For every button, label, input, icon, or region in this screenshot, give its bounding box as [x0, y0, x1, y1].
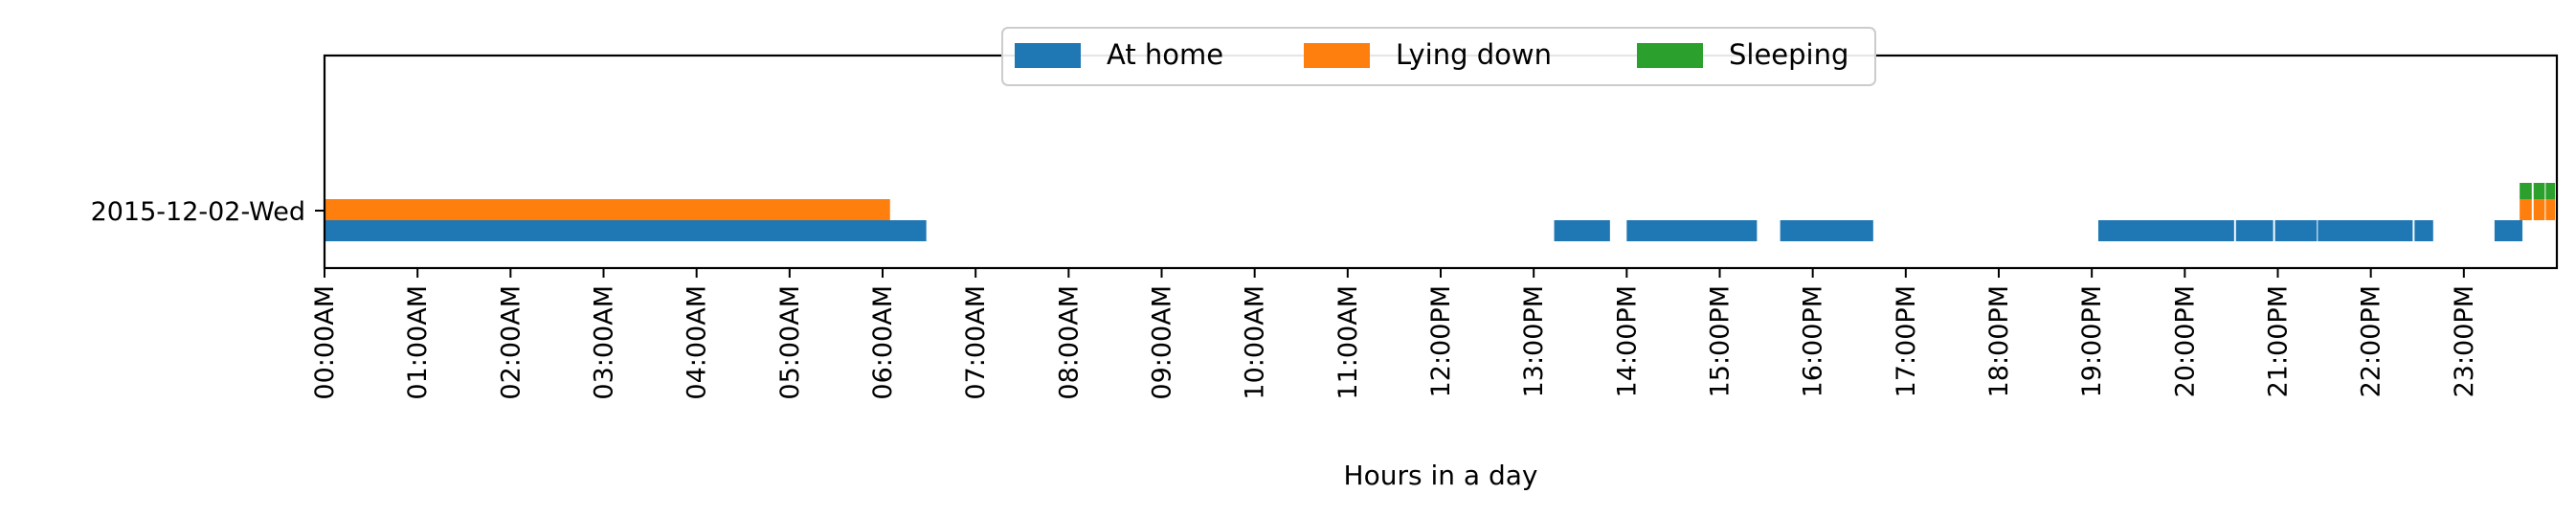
x-tick-label: 16:00PM [1799, 285, 1828, 397]
at-home-bar [2097, 220, 2234, 241]
lying-down-bar [2545, 199, 2556, 220]
lying-down-bar [325, 199, 890, 220]
sleeping-bar [2533, 183, 2545, 199]
x-tick-label: 19:00PM [2077, 285, 2107, 397]
at-home-bar [2274, 220, 2318, 241]
legend: At home Lying down Sleeping [1001, 27, 1876, 86]
legend-box [1001, 27, 1876, 86]
x-tick-label: 23:00PM [2450, 285, 2479, 397]
x-axis-title: Hours in a day [1344, 460, 1538, 491]
at-home-bar [2414, 220, 2433, 241]
x-tick-label: 18:00PM [1984, 285, 2014, 397]
x-tick-label: 15:00PM [1706, 285, 1736, 397]
y-tick-label: 2015-12-02-Wed [91, 197, 305, 227]
at-home-bar [1780, 220, 1873, 241]
x-tick-label: 00:00AM [310, 285, 340, 400]
at-home-bar [2235, 220, 2274, 241]
x-tick-label: 05:00AM [775, 285, 805, 400]
x-tick-label: 13:00PM [1519, 285, 1549, 397]
at-home-bar [325, 220, 927, 241]
x-tick-label: 04:00AM [683, 285, 712, 400]
lying-down-bar [2533, 199, 2545, 220]
x-tick-label: 20:00PM [2170, 285, 2200, 397]
x-tick-label: 07:00AM [961, 285, 991, 400]
legend-swatch [1637, 43, 1703, 68]
x-tick-label: 12:00PM [1426, 285, 1456, 397]
at-home-bar [1626, 220, 1758, 241]
x-axis: 00:00AM 01:00AM 02:00AM 03:00AM 04:00AM 05:00… [310, 268, 2479, 400]
at-home-bar [2318, 220, 2413, 241]
y-axis: 2015-12-02-Wed [91, 197, 325, 227]
lying-down-bar [2520, 199, 2532, 220]
sleeping-bar [2520, 183, 2532, 199]
x-tick-label: 14:00PM [1612, 285, 1642, 397]
legend-swatch [1304, 43, 1370, 68]
x-tick-label: 08:00AM [1054, 285, 1084, 400]
x-tick-label: 03:00AM [590, 285, 619, 400]
legend-label: Sleeping [1729, 38, 1848, 71]
legend-swatch [1015, 43, 1081, 68]
x-tick-label: 21:00PM [2264, 285, 2294, 397]
x-tick-label: 17:00PM [1892, 285, 1921, 397]
legend-label: At home [1107, 38, 1223, 71]
x-tick-label: 22:00PM [2357, 285, 2386, 397]
x-tick-label: 09:00AM [1148, 285, 1177, 400]
sleeping-bar [2545, 183, 2556, 199]
at-home-bar [2494, 220, 2523, 241]
bars-layer [325, 183, 2556, 241]
x-tick-label: 10:00AM [1241, 285, 1270, 400]
legend-label: Lying down [1396, 38, 1552, 71]
x-tick-label: 01:00AM [403, 285, 433, 400]
x-tick-label: 02:00AM [496, 285, 526, 400]
x-tick-label: 11:00AM [1333, 285, 1363, 400]
at-home-bar [1554, 220, 1610, 241]
x-tick-label: 06:00AM [868, 285, 898, 400]
